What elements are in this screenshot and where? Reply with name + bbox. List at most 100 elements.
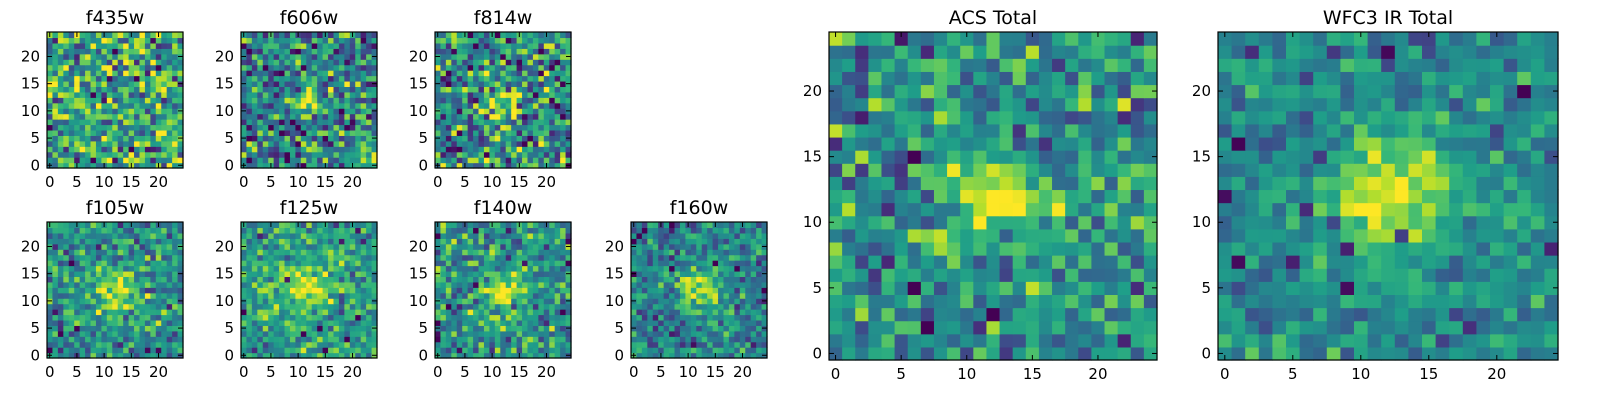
- heatmap-cell: [134, 97, 141, 104]
- heatmap-cell: [933, 268, 948, 282]
- heatmap-cell: [106, 260, 113, 267]
- heatmap-cell: [489, 254, 496, 261]
- heatmap-cell: [333, 287, 340, 294]
- heatmap-cell: [652, 238, 659, 245]
- heatmap-cell: [328, 108, 335, 115]
- heatmap-cell: [139, 347, 146, 354]
- heatmap-cell: [52, 151, 59, 158]
- heatmap-cell: [527, 260, 534, 267]
- heatmap-cell: [311, 352, 318, 359]
- heatmap-cell: [549, 97, 556, 104]
- heatmap-cell: [328, 146, 335, 153]
- heatmap-cell: [273, 80, 280, 87]
- heatmap-cell: [295, 80, 302, 87]
- heatmap-cell: [647, 249, 654, 256]
- heatmap-cell: [112, 75, 119, 82]
- heatmap-cell: [311, 80, 318, 87]
- heatmap-cell: [79, 129, 86, 136]
- heatmap-cell: [172, 108, 179, 115]
- heatmap-cell: [739, 254, 746, 261]
- heatmap-cell: [246, 270, 253, 277]
- heatmap-cell: [456, 129, 463, 136]
- heatmap-cell: [451, 53, 458, 60]
- heatmap-cell: [527, 341, 534, 348]
- heatmap-cell: [478, 330, 485, 337]
- heatmap-cell: [328, 157, 335, 164]
- heatmap-cell: [1025, 255, 1040, 269]
- heatmap-cell: [371, 309, 378, 316]
- heatmap-cell: [505, 298, 512, 305]
- heatmap-cell: [500, 249, 507, 256]
- heatmap-cell: [79, 80, 86, 87]
- heatmap-cell: [90, 336, 97, 343]
- heatmap-cell: [68, 86, 75, 93]
- heatmap-cell: [284, 162, 291, 169]
- heatmap-cell: [52, 347, 59, 354]
- heatmap-cell: [306, 59, 313, 66]
- heatmap-cell: [47, 336, 54, 343]
- heatmap-cell: [360, 64, 367, 71]
- heatmap-cell: [139, 108, 146, 115]
- heatmap-cell: [251, 32, 258, 39]
- heatmap-cell: [1038, 228, 1053, 243]
- heatmap-cell: [166, 97, 173, 104]
- heatmap-cell: [317, 86, 324, 93]
- heatmap-cell: [295, 238, 302, 245]
- heatmap-cell: [1052, 346, 1066, 361]
- heatmap-cell: [739, 232, 746, 239]
- heatmap-cell: [663, 287, 670, 294]
- heatmap-cell: [1143, 346, 1158, 361]
- heatmap-cell: [47, 254, 54, 261]
- heatmap-cell: [139, 124, 146, 131]
- heatmap-cell: [435, 276, 442, 283]
- heatmap-cell: [117, 222, 124, 229]
- heatmap-cell: [527, 119, 534, 126]
- heatmap-cell: [522, 314, 529, 321]
- heatmap-cell: [933, 241, 948, 256]
- heatmap-cell: [317, 254, 324, 261]
- heatmap-cell: [117, 135, 124, 142]
- heatmap-cell: [371, 86, 378, 93]
- heatmap-cell: [451, 352, 458, 359]
- heatmap-cell: [85, 86, 92, 93]
- heatmap-cell: [306, 124, 313, 131]
- heatmap-cell: [273, 124, 280, 131]
- heatmap-cell: [516, 157, 523, 164]
- heatmap-cell: [333, 113, 340, 120]
- heatmap-cell: [360, 292, 367, 299]
- heatmap-cell: [829, 255, 843, 269]
- heatmap-cell: [101, 146, 108, 153]
- heatmap-cell: [306, 303, 313, 310]
- heatmap-cell: [560, 124, 567, 131]
- heatmap-cell: [467, 238, 474, 245]
- heatmap-cell: [295, 287, 302, 294]
- heatmap-cell: [907, 333, 922, 348]
- x-tick-label: 15: [122, 363, 141, 381]
- heatmap-cell: [349, 70, 356, 77]
- heatmap-cell: [344, 352, 351, 359]
- heatmap-cell: [440, 309, 447, 316]
- heatmap-cell: [117, 352, 124, 359]
- heatmap-cell: [68, 314, 75, 321]
- heatmap-cell: [360, 102, 367, 109]
- heatmap-cell: [90, 32, 97, 39]
- heatmap-cell: [842, 333, 856, 348]
- heatmap-cell: [144, 53, 151, 60]
- heatmap-cell: [554, 124, 561, 131]
- heatmap-cell: [1143, 241, 1158, 256]
- heatmap-cell: [150, 232, 157, 239]
- heatmap-cell: [63, 265, 70, 272]
- heatmap-cell: [538, 97, 545, 104]
- heatmap-cell: [257, 227, 264, 234]
- heatmap-cell: [1078, 202, 1092, 217]
- heatmap-cell: [933, 163, 948, 177]
- heatmap-cell: [543, 108, 550, 115]
- heatmap-cell: [973, 215, 988, 230]
- heatmap-cell: [155, 298, 162, 305]
- heatmap-cell: [500, 287, 507, 294]
- heatmap-cell: [881, 176, 896, 191]
- heatmap-cell: [658, 270, 665, 277]
- heatmap-cell: [829, 150, 843, 164]
- heatmap-cell: [734, 281, 741, 288]
- heatmap-cell: [473, 238, 480, 245]
